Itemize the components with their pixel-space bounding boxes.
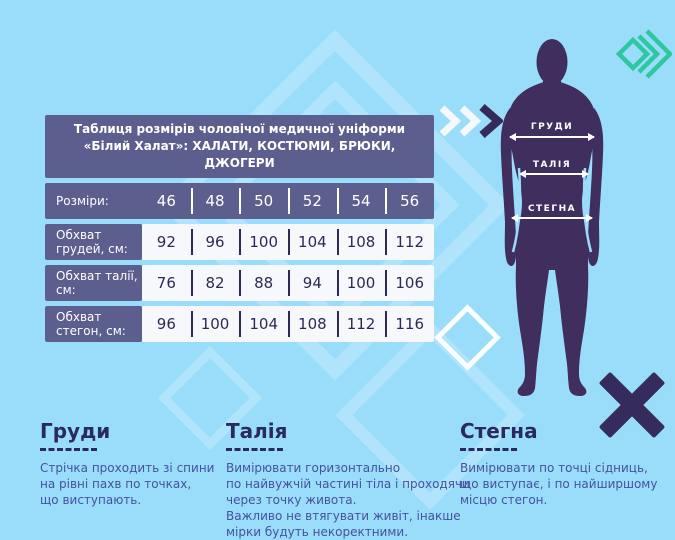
cell-divider [190,270,193,296]
figure-silhouette [500,39,604,396]
cell-divider [385,311,388,337]
value-cell: 82 [190,265,240,301]
chest-measure-label: ГРУДИ [530,122,574,132]
waist-measure-arrow [519,170,589,178]
row-label: Обхват грудей, см: [45,224,142,260]
waist-measure-label: ТАЛІЯ [532,160,572,170]
cell-divider [190,188,193,214]
cell-divider [336,270,339,296]
value-cell: 96 [156,315,176,333]
value-cell: 112 [385,224,434,260]
cell-divider [336,188,339,214]
value-cell: 108 [336,224,386,260]
chest-measure-arrow [509,133,595,141]
section-hips: Стегна Вимірювати по точці сідниць, що в… [460,419,672,508]
size-table: Таблиця розмірів чоловічої медичної уніф… [45,115,434,342]
section-waist: Талія Вимірювати горизонтально по найвуж… [226,419,478,540]
value-cell: 92 [156,233,176,251]
row-label: Обхват талії, см: [45,265,142,301]
value-cell: 104 [239,306,288,342]
cell-divider [288,188,291,214]
sizes-row: Розміри: 46 48 50 52 54 56 [45,183,434,219]
cell-divider [288,270,291,296]
value-cell: 100 [336,265,386,301]
value-cell: 106 [385,265,434,301]
size-cell: 54 [336,183,386,219]
cell-divider [239,270,242,296]
brand-diamond-icon [615,29,672,79]
section-title: Стегна [460,419,538,443]
section-title: Груди [40,419,111,443]
table-row-chest: Обхват грудей, см: 92 96 100 104 108 112 [45,224,434,260]
section-text: Вимірювати горизонтально по найвужчій ча… [226,461,470,539]
table-row-hips: Обхват стегон, см: 96 100 104 108 112 11… [45,306,434,342]
cell-divider [336,229,339,255]
section-text: Стрічка проходить зі спини на рівні пахв… [40,461,215,507]
size-cell: 56 [385,183,434,219]
section-divider [460,448,517,451]
cell-divider [239,188,242,214]
white-diamond-icon [434,304,501,371]
cell-divider [239,311,242,337]
chevrons-right-icon [439,104,503,138]
table-title: Таблиця розмірів чоловічої медичної уніф… [45,115,434,178]
size-cell: 48 [190,183,240,219]
value-cell: 76 [156,274,176,292]
value-cell: 96 [190,224,240,260]
table-row-waist: Обхват талії, см: 76 82 88 94 100 106 [45,265,434,301]
value-cell: 116 [385,306,434,342]
section-chest: Груди Стрічка проходить зі спини на рівн… [40,419,240,508]
hips-measure-arrow [511,214,593,222]
cell-divider [288,311,291,337]
hips-measure-label: СТЕГНА [527,204,577,214]
value-cell: 100 [190,306,240,342]
cell-divider [190,229,193,255]
cell-divider [385,229,388,255]
value-cell: 100 [239,224,288,260]
cell-divider [288,229,291,255]
cell-divider [385,188,388,214]
size-cell: 46 [156,192,176,210]
section-title: Талія [226,419,288,443]
section-divider [226,448,283,451]
value-cell: 94 [288,265,337,301]
value-cell: 104 [288,224,337,260]
cell-divider [239,229,242,255]
section-divider [40,448,97,451]
cell-divider [190,311,193,337]
sizes-row-label: Розміри: [56,194,109,208]
cell-divider [336,311,339,337]
value-cell: 88 [239,265,288,301]
size-cell: 52 [288,183,337,219]
size-cell: 50 [239,183,288,219]
row-label: Обхват стегон, см: [45,306,142,342]
cell-divider [385,270,388,296]
value-cell: 112 [336,306,386,342]
value-cell: 108 [288,306,337,342]
section-text: Вимірювати по точці сідниць, що виступає… [460,461,658,507]
human-figure: ГРУДИ ТАЛІЯ СТЕГНА [496,36,608,398]
